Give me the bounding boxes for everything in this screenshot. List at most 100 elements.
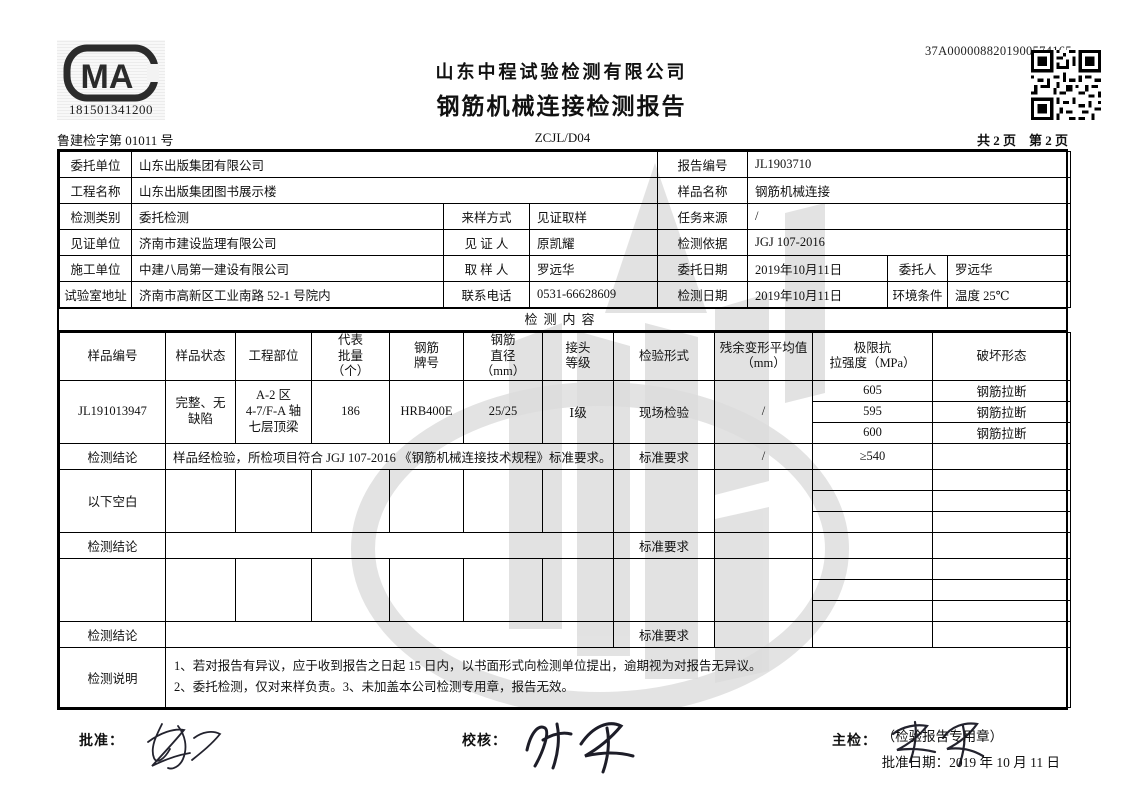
info-value: JGJ 107-2016 <box>747 229 1072 256</box>
empty-cell <box>714 531 813 559</box>
conclusion-label: 检测结论 <box>59 442 166 470</box>
standard-label: 标准要求 <box>613 620 715 648</box>
certificate-number: 鲁建检字第 01011 号 <box>57 133 174 148</box>
empty-cell <box>542 557 614 622</box>
info-label: 试验室地址 <box>59 281 132 308</box>
info-label: 样品名称 <box>657 177 749 204</box>
approve-label: 批准： <box>79 734 124 749</box>
header-cell: 钢筋 牌号 <box>389 332 464 381</box>
notes-label: 检测说明 <box>59 646 166 708</box>
content-table: 样品编号 样品状态 工程部位 代表 批量 （个） 钢筋 牌号 钢筋 直径 （mm… <box>59 332 1071 708</box>
cma-letters: MA <box>81 58 134 96</box>
info-value: / <box>747 203 1072 230</box>
sample-part-cell: A-2 区 4-7/F-A 轴 七层顶梁 <box>235 379 312 444</box>
info-value: 温度 25℃ <box>947 281 1072 308</box>
empty-cell <box>812 599 933 622</box>
info-label: 见证单位 <box>59 229 132 256</box>
empty-cell <box>932 599 1071 622</box>
info-label: 取 样 人 <box>443 255 530 282</box>
report-table: 委托单位 山东出版集团有限公司 报告编号 JL1903710 工程名称 山东出版… <box>57 149 1072 710</box>
notes-cell: 1、若对报告有异议，应于收到报告之日起 15 日内，以书面形式向检测单位提出，逾… <box>165 646 1071 708</box>
empty-cell <box>932 620 1071 648</box>
standard-label: 标准要求 <box>613 531 715 559</box>
info-label: 环境条件 <box>887 281 949 308</box>
notes-row: 检测说明 1、若对报告有异议，应于收到报告之日起 15 日内，以书面形式向检测单… <box>59 646 1071 708</box>
page-indicator: 共 2 页 第 2 页 <box>976 133 1068 148</box>
empty-cell <box>932 442 1071 470</box>
conclusion-text: 样品经检验，所检项目符合 JGJ 107-2016 《钢筋机械连接技术规程》标准… <box>165 442 614 470</box>
sample-state-cell: 完整、无 缺陷 <box>165 379 236 444</box>
info-value: 0531-66628609 <box>528 281 659 308</box>
blank-row: 以下空白 <box>59 468 1071 533</box>
title-block: 山东中程试验检测有限公司 钢筋机械连接检测报告 <box>0 58 1123 121</box>
empty-cell <box>714 620 813 648</box>
seal-block: （检验报告专用章） 批准日期：2019 年 10 月 11 日 <box>882 724 1060 775</box>
empty-cell <box>463 557 543 622</box>
info-row: 试验室地址 济南市高新区工业南路 52-1 号院内 联系电话 0531-6662… <box>59 281 1072 308</box>
info-label: 委托日期 <box>657 255 749 282</box>
empty-cell <box>613 557 715 622</box>
seal-note: （检验报告专用章） <box>881 729 1004 744</box>
sample-diameter-cell: 25/25 <box>463 379 543 444</box>
sample-form-cell: 现场检验 <box>613 379 715 444</box>
info-label: 委托单位 <box>59 151 132 178</box>
info-value: 罗远华 <box>947 255 1072 282</box>
standard-strength: ≥540 <box>812 442 933 470</box>
report-sheet: 委托单位 山东出版集团有限公司 报告编号 JL1903710 工程名称 山东出版… <box>57 149 1072 710</box>
info-label: 任务来源 <box>657 203 749 230</box>
header-cell: 残余变形平均值 （mm） <box>714 332 813 381</box>
info-row: 委托单位 山东出版集团有限公司 报告编号 JL1903710 <box>59 151 1072 178</box>
notes-line-1: 1、若对报告有异议，应于收到报告之日起 15 日内，以书面形式向检测单位提出，逾… <box>174 658 762 673</box>
empty-cell <box>812 578 933 601</box>
sample-level-cell: Ⅰ级 <box>542 379 614 444</box>
info-row: 施工单位 中建八局第一建设有限公司 取 样 人 罗远华 委托日期 2019年10… <box>59 255 1072 282</box>
info-label: 联系电话 <box>443 281 530 308</box>
strength-cell: 605 <box>812 379 933 402</box>
info-label: 施工单位 <box>59 255 132 282</box>
conclusion-row: 检测结论 样品经检验，所检项目符合 JGJ 107-2016 《钢筋机械连接技术… <box>59 442 1071 470</box>
header-cell: 破坏形态 <box>932 332 1071 381</box>
info-label: 检测依据 <box>657 229 749 256</box>
info-label: 委托人 <box>887 255 949 282</box>
info-value: 钢筋机械连接 <box>747 177 1072 204</box>
info-value: 山东出版集团有限公司 <box>130 151 659 178</box>
signature-footer: 批准： 校核： 主检： （检验报告专用章） 批准日期：2019 年 10 月 1… <box>57 716 1068 782</box>
failure-cell: 钢筋拉断 <box>932 421 1071 444</box>
info-row: 见证单位 济南市建设监理有限公司 见 证 人 原凯耀 检测依据 JGJ 107-… <box>59 229 1072 256</box>
strength-cell: 600 <box>812 421 933 444</box>
empty-cell <box>932 489 1071 512</box>
failure-cell: 钢筋拉断 <box>932 379 1071 402</box>
empty-cell <box>165 620 614 648</box>
info-label: 检测类别 <box>59 203 132 230</box>
info-value: 济南市高新区工业南路 52-1 号院内 <box>131 281 444 308</box>
cma-number: 181501341200 <box>69 102 153 117</box>
header-cell: 工程部位 <box>235 332 312 381</box>
empty-cell <box>812 468 933 491</box>
header-cell: 检验形式 <box>613 332 715 381</box>
empty-cell <box>812 557 933 580</box>
header-cell: 代表 批量 （个） <box>311 332 390 381</box>
empty-cell <box>389 557 464 622</box>
conclusion-label: 检测结论 <box>59 620 166 648</box>
info-label: 检测日期 <box>657 281 749 308</box>
info-value: 见证取样 <box>528 203 659 230</box>
empty-cell <box>932 578 1071 601</box>
sample-batch-cell: 186 <box>311 379 390 444</box>
info-value: 原凯耀 <box>528 229 659 256</box>
check-group: 校核： <box>462 716 645 774</box>
notes-line-2: 2、委托检测，仅对来样负责。3、未加盖本公司检测专用章，报告无效。 <box>174 680 575 695</box>
empty-cell <box>812 489 933 512</box>
empty-cell <box>714 468 813 533</box>
info-value: 2019年10月11日 <box>747 281 889 308</box>
info-label: 工程名称 <box>59 177 132 204</box>
empty-cell <box>932 468 1071 491</box>
info-value: 山东出版集团图书展示楼 <box>130 177 659 204</box>
header-cell: 样品状态 <box>165 332 236 381</box>
empty-cell <box>311 468 390 533</box>
info-row: 检测类别 委托检测 来样方式 见证取样 任务来源 / <box>59 203 1072 230</box>
inspect-group: 主检： <box>832 716 995 772</box>
empty-cell <box>812 620 933 648</box>
sample-grade-cell: HRB400E <box>389 379 464 444</box>
empty-cell <box>165 557 236 622</box>
empty-cell <box>932 531 1071 559</box>
